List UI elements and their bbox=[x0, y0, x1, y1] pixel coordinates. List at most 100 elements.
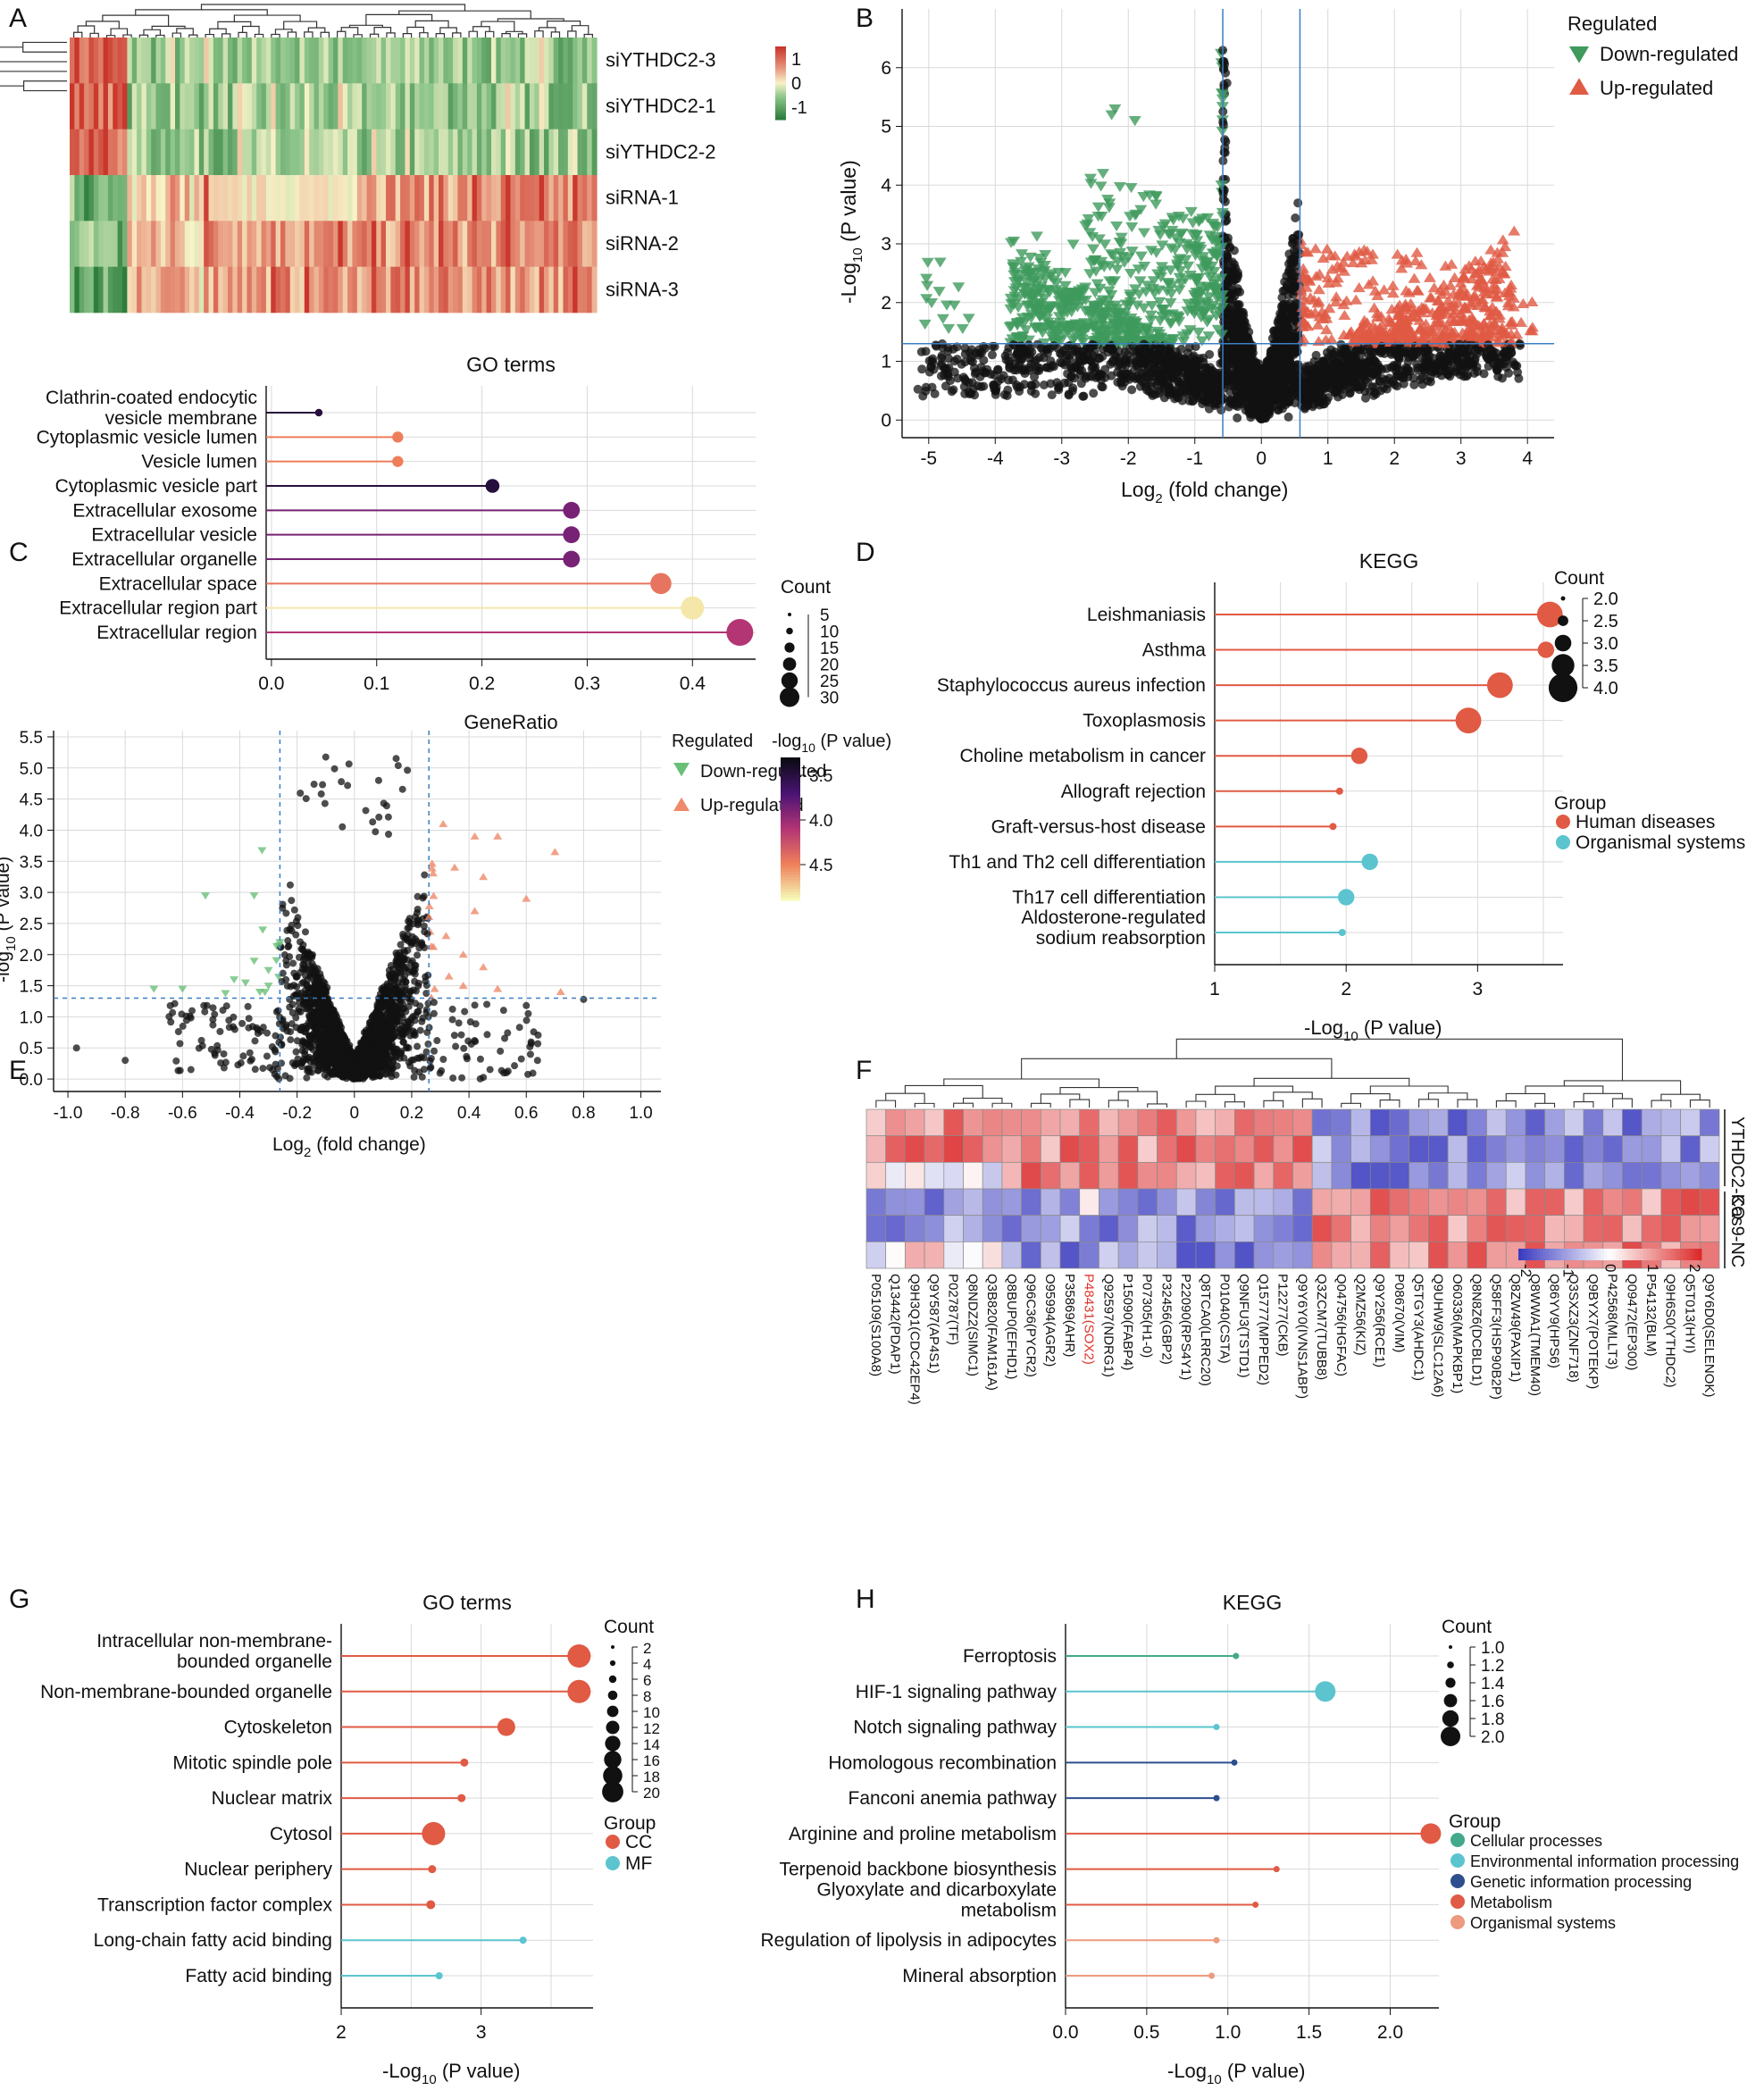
point-down bbox=[1124, 182, 1138, 194]
point-ns bbox=[1030, 372, 1040, 381]
heatmap-a-cell bbox=[395, 83, 401, 130]
y-tick-label: 4 bbox=[881, 175, 891, 196]
heatmap-a-cell bbox=[285, 175, 291, 222]
heatmap-a-cell bbox=[462, 129, 468, 176]
heatmap-a-cell bbox=[79, 221, 85, 267]
heatmap-a-cell bbox=[409, 221, 415, 267]
point-down bbox=[1114, 247, 1127, 258]
legend-down-label: Down-regulated bbox=[1600, 43, 1738, 65]
point-down bbox=[1210, 285, 1224, 296]
heatmap-a-cell bbox=[309, 221, 315, 267]
point-down bbox=[1028, 303, 1041, 314]
point-down bbox=[1190, 274, 1203, 285]
point-up bbox=[1462, 260, 1476, 271]
heatmap-a-cell bbox=[289, 221, 296, 267]
heatmap-a-cell bbox=[443, 83, 449, 130]
point-down bbox=[925, 297, 939, 309]
heatmap-a-cell bbox=[443, 221, 449, 267]
heatmap-a-cell bbox=[184, 221, 190, 267]
heatmap-a-cell bbox=[347, 266, 354, 314]
heatmap-a-cell bbox=[476, 83, 482, 130]
point-up bbox=[1465, 299, 1478, 310]
point-down bbox=[1063, 287, 1076, 298]
heatmap-a-cell bbox=[107, 83, 113, 130]
point-up bbox=[1337, 256, 1350, 267]
point-down bbox=[1093, 283, 1107, 294]
heatmap-a-cell bbox=[261, 129, 267, 176]
point-up bbox=[1329, 296, 1342, 307]
heatmap-a-cell bbox=[506, 38, 512, 84]
panel-label-D: D bbox=[856, 538, 875, 567]
heatmap-a-cell bbox=[309, 175, 315, 222]
point-down bbox=[1151, 326, 1165, 338]
heatmap-a-cell bbox=[74, 129, 80, 176]
heatmap-a-cell bbox=[304, 129, 310, 176]
dendrogram-a-top-link bbox=[517, 33, 528, 38]
heatmap-a-cell bbox=[242, 221, 248, 267]
point-ns bbox=[966, 355, 975, 365]
heatmap-a-cell bbox=[314, 221, 320, 267]
heatmap-a-cell bbox=[362, 175, 368, 222]
heatmap-a-cell bbox=[352, 38, 358, 84]
panel-label-C: C bbox=[9, 538, 29, 567]
heatmap-a-cell bbox=[591, 83, 598, 130]
heatmap-a-cell bbox=[232, 83, 238, 130]
heatmap-a-cell bbox=[376, 266, 382, 314]
heatmap-a-cell bbox=[117, 38, 123, 84]
heatmap-a-cell bbox=[194, 221, 200, 267]
heatmap-a-cell bbox=[386, 266, 391, 314]
point-down bbox=[1019, 325, 1032, 336]
heatmap-a-cell bbox=[581, 38, 588, 84]
heatmap-a-cell bbox=[453, 83, 459, 130]
x-tick-label: 0 bbox=[350, 1104, 360, 1123]
heatmap-a-cell bbox=[184, 129, 190, 176]
heatmap-a-cell bbox=[208, 175, 214, 222]
dendrogram-a-top-link bbox=[176, 28, 194, 36]
point-ns bbox=[1287, 303, 1297, 313]
point-ns bbox=[1336, 375, 1346, 385]
heatmap-a-cell bbox=[380, 266, 387, 314]
point-ns bbox=[1127, 385, 1137, 395]
heatmap-a-cell bbox=[280, 83, 286, 130]
heatmap-a-cell bbox=[160, 221, 166, 267]
point-up bbox=[1515, 316, 1528, 327]
heatmap-a-cell bbox=[88, 129, 95, 176]
heatmap-a-cell bbox=[573, 129, 579, 176]
heatmap-a-cell bbox=[213, 83, 219, 130]
heatmap-a-cell bbox=[98, 266, 105, 314]
dendrogram-a-top-link bbox=[307, 27, 326, 33]
heatmap-a-cell bbox=[563, 38, 569, 84]
point-up bbox=[1362, 279, 1375, 289]
heatmap-a-cell bbox=[390, 38, 397, 84]
point-down bbox=[1138, 228, 1151, 238]
heatmap-a-cell bbox=[309, 266, 315, 314]
point-up bbox=[1423, 272, 1436, 282]
heatmap-a-cell bbox=[405, 221, 411, 267]
heatmap-a-cell bbox=[534, 129, 540, 176]
point-up bbox=[1517, 297, 1530, 309]
heatmap-a-cell bbox=[228, 38, 233, 84]
point-down bbox=[1005, 298, 1018, 309]
heatmap-a-cell bbox=[184, 83, 190, 130]
heatmap-a-cell bbox=[122, 221, 128, 267]
heatmap-a-cell bbox=[189, 83, 196, 130]
heatmap-a-cell bbox=[247, 83, 253, 130]
heatmap-a-cell bbox=[443, 175, 449, 222]
heatmap-a-cell bbox=[472, 83, 478, 130]
y-tick-label: 4.0 bbox=[20, 822, 43, 840]
point-ns bbox=[1369, 390, 1379, 400]
heatmap-a-cell bbox=[553, 129, 559, 176]
point-down bbox=[1150, 190, 1163, 202]
x-tick-label: -0.2 bbox=[282, 1104, 312, 1123]
point-down bbox=[1016, 249, 1029, 260]
point-up bbox=[1491, 337, 1504, 347]
point-ns bbox=[1390, 380, 1400, 389]
dendrogram-a-top-link bbox=[538, 27, 556, 32]
heatmap-a-cell bbox=[160, 83, 166, 130]
heatmap-a-cell bbox=[314, 38, 320, 84]
heatmap-a-cell bbox=[419, 175, 425, 222]
heatmap-a-cell bbox=[165, 83, 171, 130]
heatmap-a-cell bbox=[237, 175, 243, 222]
colorbar-a-step bbox=[775, 101, 786, 105]
point-down bbox=[920, 294, 933, 305]
